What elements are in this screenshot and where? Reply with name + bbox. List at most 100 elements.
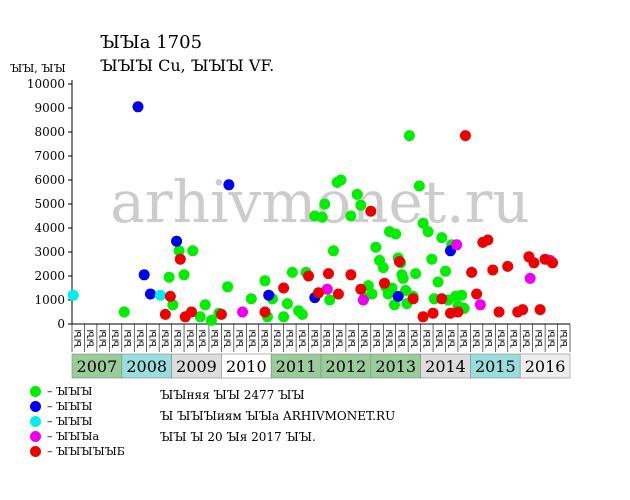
- data-point: [316, 211, 328, 223]
- data-point: [322, 268, 334, 280]
- data-point: [487, 264, 499, 276]
- data-point: [388, 299, 400, 311]
- data-point: [144, 288, 156, 300]
- data-point: [407, 293, 419, 305]
- month-label: ꙐꙐ: [236, 329, 246, 348]
- data-point: [459, 130, 471, 142]
- legend-item: – ꙐꙐꙐа: [30, 429, 125, 444]
- data-point: [259, 275, 271, 287]
- legend-label: – ꙐꙐꙐ: [47, 400, 93, 413]
- data-point: [403, 130, 415, 142]
- data-point: [365, 205, 377, 217]
- data-point: [332, 288, 344, 300]
- data-point: [154, 289, 166, 301]
- data-point: [413, 180, 425, 192]
- data-point: [466, 266, 478, 278]
- data-point: [474, 299, 486, 311]
- data-point: [377, 262, 389, 274]
- data-point: [171, 235, 183, 247]
- year-cell: [121, 353, 172, 379]
- year-label: 2008: [126, 357, 167, 376]
- legend-marker-icon: [30, 446, 41, 457]
- year-label: 2011: [276, 357, 317, 376]
- month-label: ꙐꙐ: [261, 329, 271, 348]
- data-point: [296, 308, 308, 320]
- legend-marker-icon: [30, 401, 41, 412]
- data-point: [357, 294, 369, 306]
- year-label: 2013: [375, 357, 416, 376]
- month-label: ꙐꙐ: [211, 329, 221, 348]
- legend: – ꙐꙐꙐ – ꙐꙐꙐ – ꙐꙐꙐ – ꙐꙐꙐа – ꙐꙐꙐꙐꙐБ: [30, 384, 125, 459]
- data-point: [524, 272, 536, 284]
- data-point: [345, 269, 357, 281]
- data-point: [393, 256, 405, 268]
- source-notes: ꙐꙐняя ꙐꙐ 2477 ꙐꙐ Ꙑ ꙐꙐꙐиям ꙐꙐа ARHIVMONET…: [160, 385, 395, 448]
- data-point: [417, 217, 429, 229]
- data-point: [345, 210, 357, 222]
- data-point: [370, 241, 382, 253]
- data-point: [174, 253, 186, 265]
- y-tick-label: 3000: [34, 245, 65, 259]
- data-point: [517, 304, 529, 316]
- month-label: ꙐꙐ: [448, 329, 458, 348]
- data-point: [164, 290, 176, 302]
- data-point: [440, 265, 451, 277]
- data-point: [335, 174, 347, 186]
- data-point: [138, 269, 150, 281]
- legend-item: – ꙐꙐꙐꙐꙐБ: [30, 444, 125, 459]
- data-point: [378, 277, 390, 289]
- data-point: [186, 306, 198, 318]
- month-label: ꙐꙐ: [361, 329, 371, 348]
- data-point: [397, 272, 409, 284]
- data-point: [451, 239, 463, 251]
- month-label: ꙐꙐ: [149, 329, 159, 348]
- month-label: ꙐꙐ: [87, 329, 97, 348]
- year-cell: [221, 353, 272, 379]
- data-point: [205, 314, 217, 326]
- data-point: [194, 311, 206, 323]
- month-label: ꙐꙐ: [273, 329, 283, 348]
- data-point: [278, 282, 290, 294]
- legend-item: – ꙐꙐꙐ: [30, 384, 125, 399]
- year-label: 2010: [226, 357, 267, 376]
- year-label: 2012: [326, 357, 367, 376]
- month-label: ꙐꙐ: [136, 329, 146, 348]
- data-point: [303, 270, 315, 282]
- y-tick-label: 2000: [34, 269, 65, 283]
- month-label: ꙐꙐ: [161, 329, 171, 348]
- month-label: ꙐꙐ: [112, 329, 122, 348]
- month-label: ꙐꙐ: [522, 329, 532, 348]
- y-tick-label: 6000: [34, 173, 65, 187]
- y-tick-label: 7000: [34, 149, 65, 163]
- data-point: [324, 294, 336, 306]
- data-point: [263, 289, 275, 301]
- data-point: [355, 199, 367, 211]
- year-cell: [320, 353, 372, 379]
- month-label: ꙐꙐ: [410, 329, 420, 348]
- month-label: ꙐꙐ: [485, 329, 495, 348]
- data-point: [321, 283, 333, 295]
- data-point: [471, 288, 483, 300]
- month-label: ꙐꙐ: [199, 329, 209, 348]
- data-point: [245, 293, 257, 305]
- year-label: 2009: [176, 357, 217, 376]
- data-point: [67, 289, 79, 301]
- y-tick-label: 9000: [34, 101, 65, 115]
- year-label: 2015: [475, 357, 516, 376]
- year-label: 2016: [525, 357, 566, 376]
- month-label: ꙐꙐ: [174, 329, 184, 348]
- data-point: [392, 290, 404, 302]
- data-point: [502, 260, 514, 272]
- y-tick-label: 10000: [27, 77, 65, 91]
- month-label: ꙐꙐ: [224, 329, 234, 348]
- month-label: ꙐꙐ: [336, 329, 346, 348]
- data-point: [436, 232, 448, 244]
- month-label: ꙐꙐ: [323, 329, 333, 348]
- data-point: [482, 234, 494, 246]
- data-point: [319, 198, 331, 210]
- data-point: [178, 269, 190, 281]
- y-tick-label: 5000: [34, 197, 65, 211]
- note-line: Ꙑ ꙐꙐꙐиям ꙐꙐа ARHIVMONET.RU: [160, 409, 396, 423]
- data-point: [187, 245, 199, 257]
